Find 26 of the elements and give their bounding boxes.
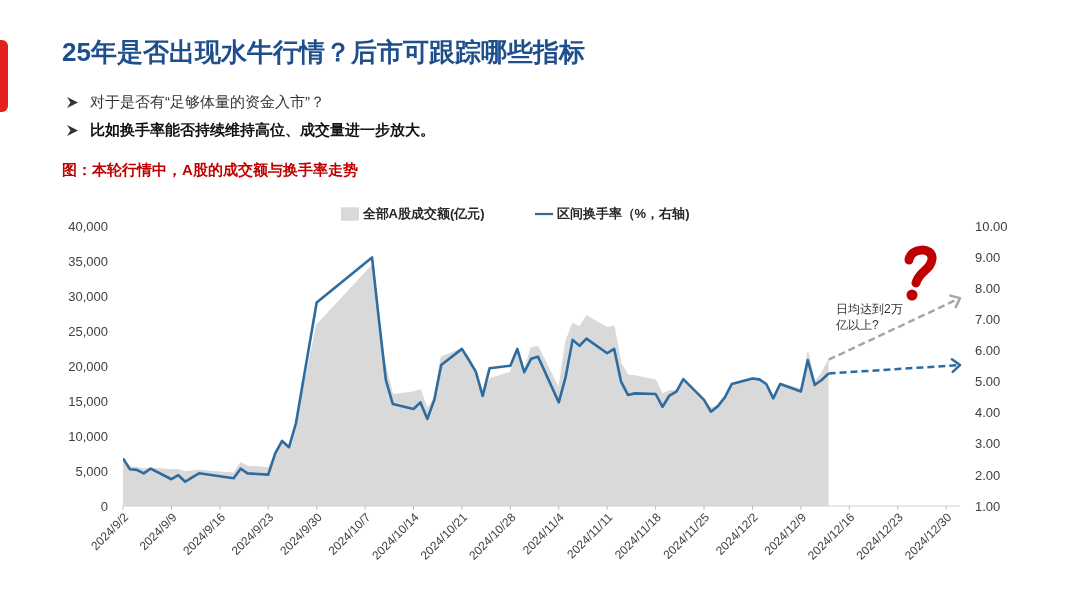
y2-tick-label: 10.00 bbox=[975, 218, 1008, 234]
chart-title: 25年是否出现水牛行情？后市可跟踪哪些指标 bbox=[62, 36, 585, 69]
y2-tick-label: 5.00 bbox=[975, 374, 1001, 390]
chart-subtitle: 图：本轮行情中，A股的成交额与换手率走势 bbox=[62, 160, 358, 180]
y-tick-label: 35,000 bbox=[68, 253, 108, 269]
y2-tick-label: 3.00 bbox=[975, 436, 1001, 452]
y2-tick-label: 9.00 bbox=[975, 249, 1001, 265]
y-tick-label: 30,000 bbox=[68, 288, 108, 304]
y2-tick-label: 6.00 bbox=[975, 343, 1001, 359]
y-tick-label: 0 bbox=[100, 498, 108, 514]
legend-label: 全部A股成交额(亿元) bbox=[362, 206, 485, 221]
y-tick-label: 10,000 bbox=[68, 428, 108, 444]
y2-tick-label: 1.00 bbox=[975, 498, 1001, 514]
text: 比如换手率能否持续维持高位、成交量进一步放大。 bbox=[90, 120, 435, 140]
y2-tick-label: 7.00 bbox=[975, 311, 1001, 327]
annotation: 日均达到2万亿以上? bbox=[836, 301, 904, 333]
y2-tick-label: 8.00 bbox=[975, 280, 1001, 296]
y-tick-label: 5,000 bbox=[75, 463, 108, 479]
y-tick-label: 15,000 bbox=[68, 393, 108, 409]
y2-tick-label: 4.00 bbox=[975, 405, 1001, 421]
y-tick-label: 25,000 bbox=[68, 323, 108, 339]
y-tick-label: 20,000 bbox=[68, 358, 108, 374]
y-tick-label: 40,000 bbox=[68, 218, 108, 234]
legend-label: 区间换手率（%，右轴) bbox=[556, 206, 690, 221]
text: 对于是否有“足够体量的资金入市”？ bbox=[90, 92, 325, 112]
y2-tick-label: 2.00 bbox=[975, 467, 1001, 483]
